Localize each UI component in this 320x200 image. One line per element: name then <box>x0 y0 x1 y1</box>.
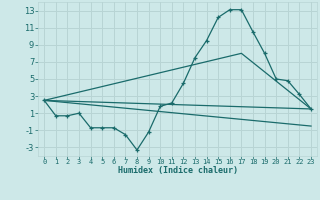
X-axis label: Humidex (Indice chaleur): Humidex (Indice chaleur) <box>118 166 238 175</box>
